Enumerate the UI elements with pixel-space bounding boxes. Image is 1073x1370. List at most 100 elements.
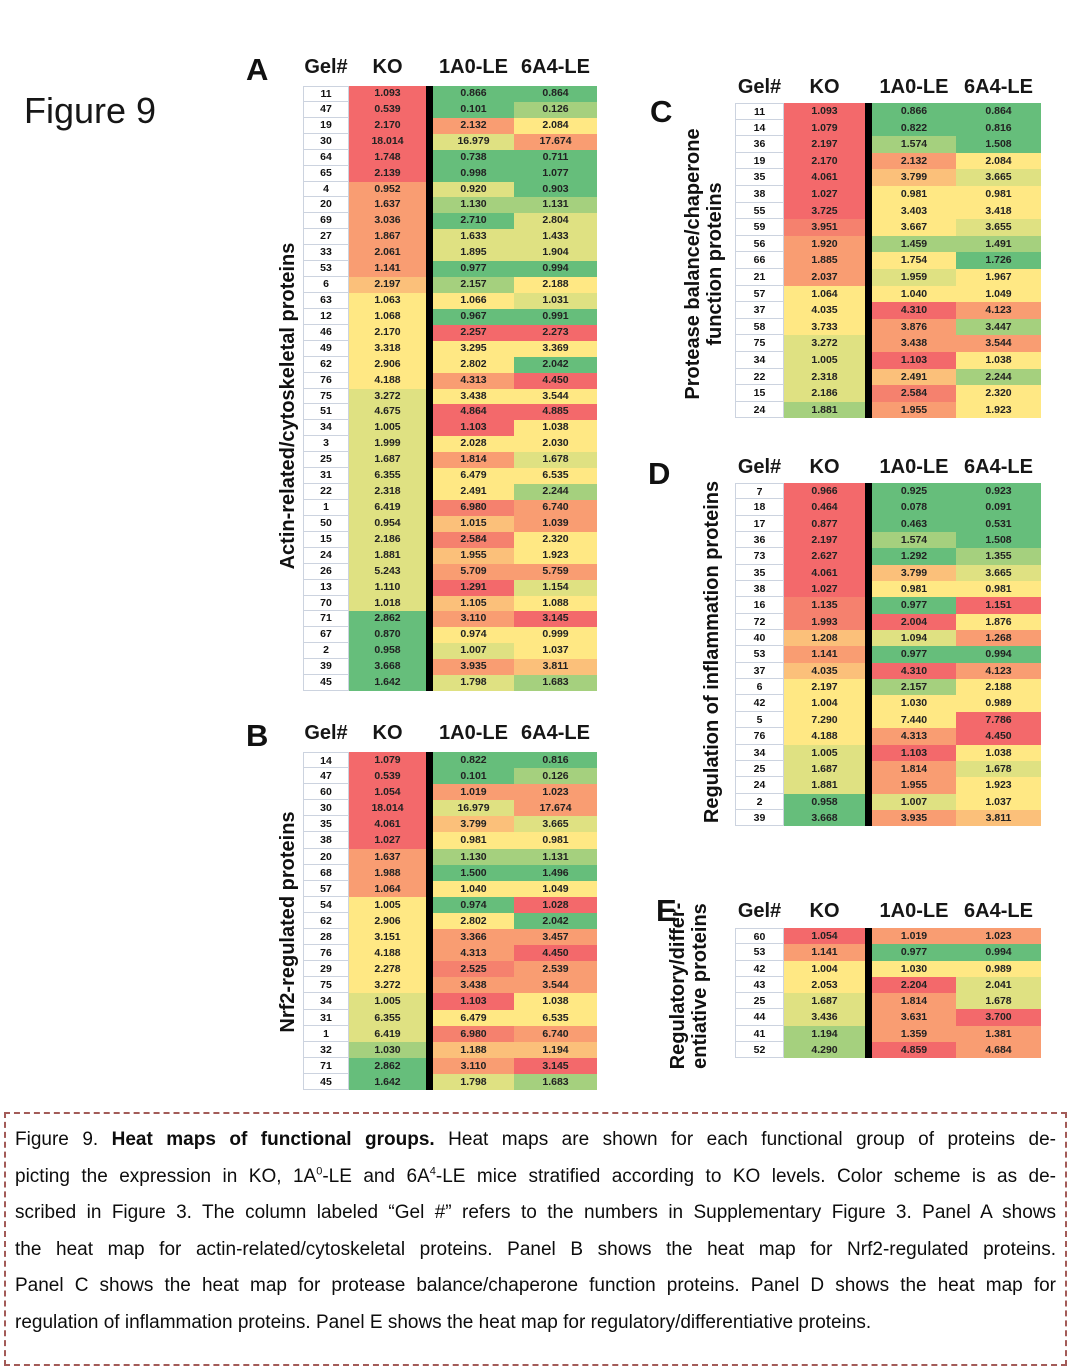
a0le-value-cell: 0.977 <box>433 261 514 278</box>
table-row: 37 4.035 4.310 4.123 <box>735 662 1041 680</box>
a0le-value-cell: 1.040 <box>433 880 514 897</box>
column-divider <box>426 977 433 994</box>
a4le-value-cell: 1.038 <box>956 351 1041 369</box>
column-header: Gel# <box>737 456 782 478</box>
panel-D-heatmap-table: 7 0.966 0.925 0.923 18 0.464 0.078 0.091 17 0.877… <box>735 483 1041 827</box>
a4le-value-cell: 3.665 <box>514 816 597 833</box>
a0le-value-cell: 3.935 <box>872 809 956 827</box>
gel-cell: 70 <box>303 595 349 612</box>
a4le-value-cell: 0.989 <box>956 960 1041 977</box>
panel-B-letter: B <box>246 718 269 753</box>
gel-cell: 51 <box>303 404 349 421</box>
a0le-value-cell: 3.403 <box>872 202 956 220</box>
a0le-value-cell: 2.132 <box>433 117 514 134</box>
ko-value-cell: 3.733 <box>784 318 865 336</box>
table-row: 25 1.687 1.814 1.678 <box>735 760 1041 778</box>
a4le-value-cell: 1.151 <box>956 597 1041 614</box>
a0le-value-cell: 1.103 <box>433 993 514 1010</box>
ko-value-cell: 4.035 <box>784 662 865 680</box>
ko-value-cell: 2.278 <box>349 961 426 978</box>
column-header: KO <box>809 900 840 922</box>
a4le-value-cell: 2.244 <box>514 484 597 500</box>
ko-value-cell: 2.170 <box>349 324 426 341</box>
a0le-value-cell: 1.754 <box>872 252 956 269</box>
a4le-value-cell: 1.726 <box>956 252 1041 269</box>
ko-value-cell: 1.005 <box>349 420 426 437</box>
gel-cell: 52 <box>735 1042 784 1059</box>
ko-value-cell: 4.290 <box>784 1042 865 1059</box>
a4le-value-cell: 1.433 <box>514 229 597 246</box>
a0le-value-cell: 1.955 <box>872 401 956 419</box>
ko-value-cell: 6.355 <box>349 468 426 485</box>
ko-value-cell: 1.194 <box>784 1025 865 1043</box>
ko-value-cell: 2.186 <box>784 385 865 402</box>
gel-cell: 76 <box>303 372 349 389</box>
ko-value-cell: 1.064 <box>349 880 426 897</box>
a4le-value-cell: 3.447 <box>956 318 1041 336</box>
table-row: 38 1.027 0.981 0.981 <box>735 581 1041 598</box>
column-divider <box>426 627 433 644</box>
gel-cell: 14 <box>303 752 349 769</box>
table-row: 20 1.637 1.130 1.131 <box>303 848 597 865</box>
a0le-value-cell: 2.710 <box>433 213 514 230</box>
column-header: KO <box>372 722 403 744</box>
ko-value-cell: 1.005 <box>349 896 426 913</box>
ko-value-cell: 18.014 <box>349 800 426 817</box>
table-row: 5 7.290 7.440 7.786 <box>735 711 1041 729</box>
column-divider <box>426 404 433 421</box>
gel-cell: 58 <box>735 318 784 336</box>
column-divider <box>426 340 433 357</box>
ko-value-cell: 3.272 <box>349 977 426 994</box>
a4le-value-cell: 3.145 <box>514 1057 597 1074</box>
column-header: KO <box>372 56 403 78</box>
a0le-value-cell: 2.004 <box>872 613 956 631</box>
gel-cell: 1 <box>303 499 349 516</box>
column-divider <box>426 308 433 325</box>
a0le-value-cell: 3.876 <box>872 318 956 336</box>
gel-cell: 37 <box>735 662 784 680</box>
table-row: 36 2.197 1.574 1.508 <box>735 136 1041 153</box>
gel-cell: 2 <box>735 793 784 810</box>
header-spacer <box>865 452 872 482</box>
table-row: 16 1.135 0.977 1.151 <box>735 597 1041 614</box>
ko-value-cell: 5.243 <box>349 563 426 580</box>
column-divider <box>426 101 433 118</box>
gel-cell: 33 <box>303 245 349 262</box>
column-divider <box>865 202 872 220</box>
column-divider <box>426 436 433 453</box>
table-row: 45 1.642 1.798 1.683 <box>303 1073 597 1090</box>
column-divider <box>426 515 433 532</box>
gel-cell: 54 <box>303 896 349 913</box>
ko-value-cell: 2.627 <box>784 548 865 565</box>
a4le-value-cell: 5.759 <box>514 563 597 580</box>
a0le-value-cell: 2.028 <box>433 436 514 453</box>
a4le-value-cell: 1.038 <box>514 420 597 437</box>
a4le-value-cell: 0.531 <box>956 515 1041 533</box>
table-row: 1 6.419 6.980 6.740 <box>303 1025 597 1042</box>
column-divider <box>865 548 872 565</box>
ko-value-cell: 3.151 <box>349 929 426 946</box>
ko-value-cell: 3.725 <box>784 202 865 220</box>
ko-value-cell: 7.290 <box>784 711 865 729</box>
ko-value-cell: 1.881 <box>349 547 426 564</box>
gel-cell: 68 <box>303 864 349 881</box>
column-divider <box>865 219 872 236</box>
column-divider <box>865 515 872 533</box>
table-row: 34 1.005 1.103 1.038 <box>303 420 597 437</box>
panel-A-letter: A <box>246 52 269 87</box>
a0le-value-cell: 2.132 <box>872 152 956 170</box>
a4le-value-cell: 2.804 <box>514 213 597 230</box>
ko-value-cell: 1.141 <box>784 646 865 663</box>
a0le-value-cell: 0.866 <box>433 86 514 102</box>
column-divider <box>865 695 872 712</box>
caption-line: picting the expression in KO, 1A0-LE and… <box>15 1159 1056 1196</box>
table-row: 34 1.005 1.103 1.038 <box>303 993 597 1010</box>
a4le-value-cell: 1.876 <box>956 613 1041 631</box>
gel-cell: 1 <box>303 1025 349 1042</box>
ko-value-cell: 3.668 <box>784 809 865 827</box>
gel-cell: 35 <box>735 564 784 582</box>
a4le-value-cell: 0.981 <box>956 185 1041 203</box>
a4le-value-cell: 1.923 <box>956 777 1041 794</box>
caption-text: picting the expression in KO, 1A <box>15 1165 317 1187</box>
a0le-value-cell: 0.998 <box>433 165 514 182</box>
